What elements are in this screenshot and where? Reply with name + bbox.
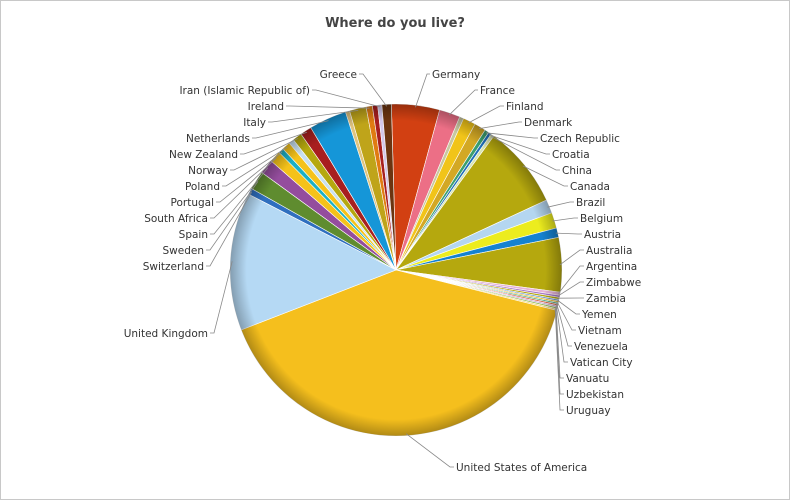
slice-label-6: Croatia	[552, 149, 590, 161]
leader-line-5	[485, 132, 538, 139]
slice-label-8: Canada	[570, 181, 610, 193]
leader-line-11	[555, 232, 582, 235]
slice-label-28: South Africa	[144, 213, 208, 225]
slice-label-10: Belgium	[580, 213, 623, 225]
leader-line-10	[552, 217, 578, 222]
slice-label-32: Norway	[188, 165, 228, 177]
leader-line-4	[479, 121, 522, 129]
slice-label-3: Finland	[506, 101, 544, 113]
slice-label-7: China	[562, 165, 592, 177]
leader-line-32	[230, 137, 299, 171]
leader-line-19	[555, 304, 568, 363]
leader-line-1	[448, 89, 478, 116]
slice-label-40: Greece	[320, 69, 357, 81]
leader-line-26	[206, 181, 259, 251]
leader-line-36	[268, 110, 359, 123]
leader-line-17	[556, 301, 576, 331]
slice-label-23: United States of America	[456, 462, 587, 474]
slice-label-30: Poland	[185, 181, 220, 193]
slice-label-20: Vanuatu	[566, 373, 609, 385]
slice-label-12: Australia	[586, 245, 632, 257]
leader-line-16	[556, 299, 580, 315]
leader-line-12	[559, 249, 584, 266]
leader-line-24	[210, 261, 233, 334]
leader-line-14	[557, 281, 584, 297]
slice-label-27: Spain	[179, 229, 208, 241]
slice-label-26: Sweden	[163, 245, 205, 257]
slice-label-17: Vietnam	[578, 325, 622, 337]
slice-label-39: Iran (Islamic Republic of)	[179, 85, 310, 97]
slice-label-1: France	[480, 85, 515, 97]
leader-line-30	[222, 146, 288, 187]
slice-label-36: Italy	[243, 117, 266, 129]
slice-label-29: Portugal	[171, 197, 215, 209]
leader-line-40	[359, 73, 388, 107]
slice-label-4: Denmark	[524, 117, 573, 129]
leader-line-7	[491, 136, 560, 171]
slice-label-34: Netherlands	[186, 133, 250, 145]
leader-line-34	[252, 120, 329, 139]
leader-line-20	[555, 306, 564, 379]
slice-label-0: Germany	[432, 69, 480, 81]
slice-label-21: Uzbekistan	[566, 389, 624, 401]
slice-label-14: Zimbabwe	[586, 277, 641, 289]
leader-line-0	[415, 73, 430, 108]
leader-line-37	[286, 105, 370, 109]
leader-line-23	[405, 433, 454, 468]
leader-line-13	[557, 265, 584, 294]
slice-label-15: Zambia	[586, 293, 626, 305]
leader-line-9	[547, 201, 574, 208]
slice-label-13: Argentina	[586, 261, 637, 273]
slice-label-37: Ireland	[248, 101, 284, 113]
slice-label-11: Austria	[584, 229, 621, 241]
slice-label-18: Venezuela	[574, 341, 628, 353]
slice-label-24: United Kingdom	[124, 328, 208, 340]
leader-line-25	[206, 192, 252, 267]
slice-label-22: Uruguay	[566, 405, 611, 417]
slice-label-33: New Zealand	[169, 149, 238, 161]
chart-title: Where do you live?	[325, 16, 465, 31]
leader-line-8	[522, 165, 568, 187]
slice-label-19: Vatican City	[570, 357, 633, 369]
leader-line-28	[210, 157, 277, 219]
leader-line-22	[554, 309, 564, 411]
leader-line-21	[555, 307, 564, 395]
leader-line-33	[240, 131, 308, 155]
slice-label-16: Yemen	[581, 309, 617, 321]
leader-line-3	[468, 105, 504, 124]
slice-label-9: Brazil	[576, 197, 605, 209]
leader-line-6	[488, 134, 550, 155]
slice-label-25: Switzerland	[143, 261, 204, 273]
leader-line-29	[216, 151, 283, 203]
leader-line-18	[556, 302, 572, 347]
slice-label-5: Czech Republic	[540, 133, 620, 145]
leader-line-27	[210, 167, 269, 235]
leader-line-39	[312, 89, 381, 108]
